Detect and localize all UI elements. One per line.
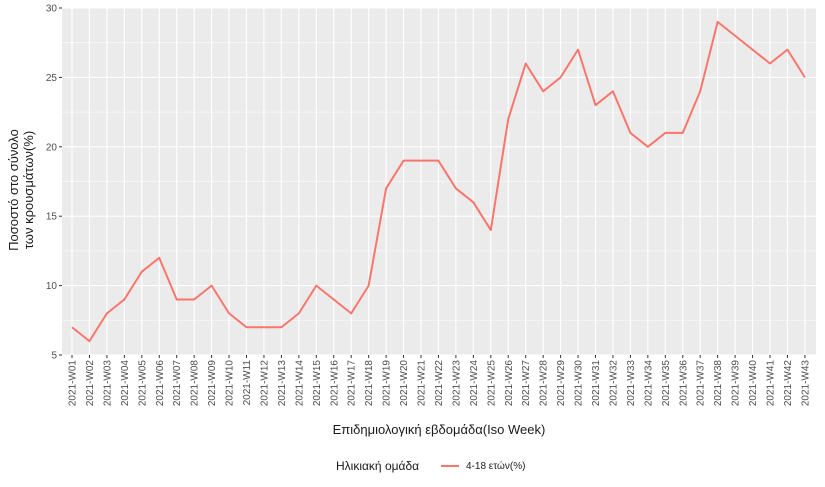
x-tick-label: 2021-W20 <box>399 360 410 407</box>
x-tick-label: 2021-W17 <box>347 360 358 407</box>
x-tick-label: 2021-W40 <box>748 360 759 407</box>
x-tick-label: 2021-W06 <box>155 360 166 407</box>
x-tick-label: 2021-W25 <box>486 360 497 407</box>
x-tick-label: 2021-W15 <box>312 360 323 407</box>
x-tick-label: 2021-W29 <box>556 360 567 407</box>
x-tick-label: 2021-W37 <box>696 360 707 407</box>
x-tick-label: 2021-W32 <box>608 360 619 407</box>
legend-label: 4-18 ετών(%) <box>466 460 525 472</box>
series-line <box>71 20 806 343</box>
major-gridlines <box>62 7 816 356</box>
x-tick-label: 2021-W24 <box>469 360 480 407</box>
y-tick-label: 20 <box>46 142 58 153</box>
x-tick-label: 2021-W13 <box>277 360 288 407</box>
y-axis-title: Ποσοστό στο σύνολο των κρουσμάτων(%) <box>6 129 36 251</box>
y-tick-label: 15 <box>46 212 58 223</box>
x-tick-label: 2021-W42 <box>783 360 794 407</box>
x-tick-label: 2021-W12 <box>259 360 270 407</box>
x-tick-label: 2021-W21 <box>417 360 428 407</box>
x-tick-label: 2021-W08 <box>190 360 201 407</box>
x-tick-label: 2021-W07 <box>172 360 183 407</box>
y-axis-title-line-2: των κρουσμάτων(%) <box>21 131 36 249</box>
legend-title: Ηλικιακή ομάδα <box>336 459 419 473</box>
x-tick-label: 2021-W10 <box>225 360 236 407</box>
x-tick-label: 2021-W05 <box>137 360 148 407</box>
x-tick-label: 2021-W34 <box>643 360 654 407</box>
x-tick-label: 2021-W31 <box>591 360 602 407</box>
series-layer <box>71 20 806 343</box>
x-tick-label: 2021-W26 <box>504 360 515 407</box>
x-tick-label: 2021-W09 <box>207 360 218 407</box>
x-tick-label: 2021-W38 <box>713 360 724 407</box>
x-tick-label: 2021-W02 <box>85 360 96 407</box>
x-tick-label: 2021-W19 <box>382 360 393 407</box>
x-tick-label: 2021-W04 <box>120 360 131 407</box>
x-tick-label: 2021-W18 <box>364 360 375 407</box>
x-tick-label: 2021-W28 <box>539 360 550 407</box>
x-tick-label: 2021-W14 <box>294 360 305 407</box>
y-tick-label: 10 <box>46 281 58 292</box>
y-tick-label: 30 <box>46 4 58 15</box>
x-tick-label: 2021-W30 <box>574 360 585 407</box>
x-axis-ticks: 2021-W01 2021-W02 2021-W03 2021-W04 2021-W05… <box>68 355 811 407</box>
x-tick-label: 2021-W03 <box>102 360 113 407</box>
x-tick-label: 2021-W01 <box>68 360 79 407</box>
y-tick-label: 5 <box>51 351 57 362</box>
x-tick-label: 2021-W36 <box>678 360 689 407</box>
x-tick-label: 2021-W41 <box>766 360 777 407</box>
x-tick-label: 2021-W11 <box>242 360 253 406</box>
x-tick-label: 2021-W16 <box>329 360 340 407</box>
x-tick-label: 2021-W23 <box>451 360 462 407</box>
y-axis-ticks: 5 10 15 20 25 30 <box>46 4 62 362</box>
x-tick-label: 2021-W22 <box>434 360 445 407</box>
x-axis-title: Επιδημιολογική εβδομάδα(Iso Week) <box>333 422 546 437</box>
x-tick-label: 2021-W39 <box>731 360 742 407</box>
y-tick-label: 25 <box>46 73 58 84</box>
y-axis-title-line-1: Ποσοστό στο σύνολο <box>6 129 21 251</box>
x-tick-label: 2021-W33 <box>626 360 637 407</box>
legend: Ηλικιακή ομάδα 4-18 ετών(%) <box>336 459 525 473</box>
x-tick-label: 2021-W27 <box>521 360 532 407</box>
x-tick-label: 2021-W43 <box>800 360 811 407</box>
x-tick-label: 2021-W35 <box>661 360 672 407</box>
